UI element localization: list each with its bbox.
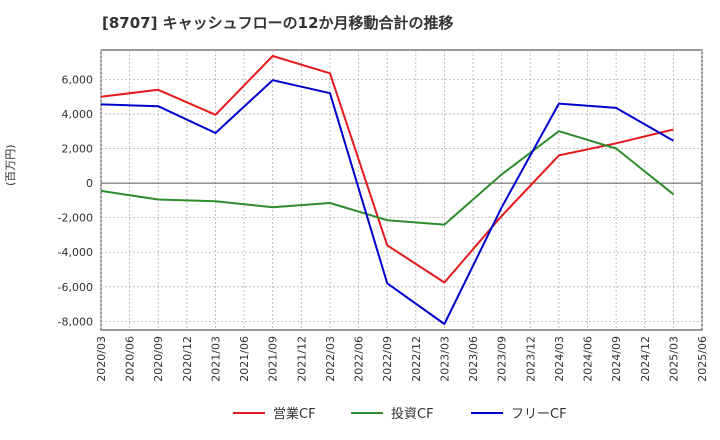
x-tick-label: 2023/12 (524, 336, 537, 382)
x-tick-label: 2020/09 (152, 336, 165, 382)
x-axis-ticks: 2020/03 2020/06 2020/09 2020/12 2021/03 2021/… (95, 336, 709, 382)
y-tick-label: 0 (86, 177, 93, 190)
x-tick-label: 2022/12 (410, 336, 423, 382)
x-tick-label: 2021/03 (209, 336, 222, 382)
legend: 営業CF 投資CF フリーCF (233, 406, 567, 422)
y-tick-label: 2,000 (62, 143, 94, 156)
x-tick-label: 2020/12 (181, 336, 194, 382)
chart-title: [8707] キャッシュフローの12か月移動合計の推移 (102, 14, 454, 32)
x-tick-label: 2022/06 (353, 336, 366, 382)
plot-background (100, 49, 703, 331)
x-tick-label: 2025/06 (696, 336, 709, 382)
x-tick-label: 2024/09 (610, 336, 623, 382)
y-tick-label: -6,000 (58, 281, 93, 294)
legend-label-1: 投資CF (391, 406, 434, 422)
series-line-2 (100, 79, 674, 325)
legend-label-0: 営業CF (273, 406, 316, 422)
series-line-0 (100, 55, 674, 284)
y-tick-label: -4,000 (58, 246, 93, 259)
x-tick-label: 2022/09 (381, 336, 394, 382)
series-lines (100, 55, 675, 325)
y-axis-ticks: -8,000 -6,000 -4,000 -2,000 0 2,000 4,000 6,000 (58, 73, 93, 328)
y-tick-label: 4,000 (62, 108, 94, 121)
x-tick-label: 2020/03 (95, 336, 108, 382)
x-tick-label: 2024/12 (639, 336, 652, 382)
x-tick-label: 2024/06 (582, 336, 595, 382)
y-tick-label: 6,000 (62, 73, 94, 86)
x-tick-label: 2023/03 (438, 336, 451, 382)
legend-label-2: フリーCF (511, 407, 567, 422)
y-tick-label: -2,000 (58, 212, 93, 225)
x-tick-label: 2021/12 (295, 336, 308, 382)
x-tick-label: 2024/03 (553, 336, 566, 382)
x-tick-label: 2025/03 (667, 336, 680, 382)
x-tick-label: 2023/09 (496, 336, 509, 382)
x-tick-label: 2021/06 (238, 336, 251, 382)
x-tick-label: 2023/06 (467, 336, 480, 382)
x-tick-label: 2020/06 (124, 336, 137, 382)
series-line-1 (100, 130, 675, 226)
y-tick-label: -8,000 (58, 315, 93, 328)
x-tick-label: 2022/03 (324, 336, 337, 382)
x-tick-label: 2021/09 (267, 336, 280, 382)
